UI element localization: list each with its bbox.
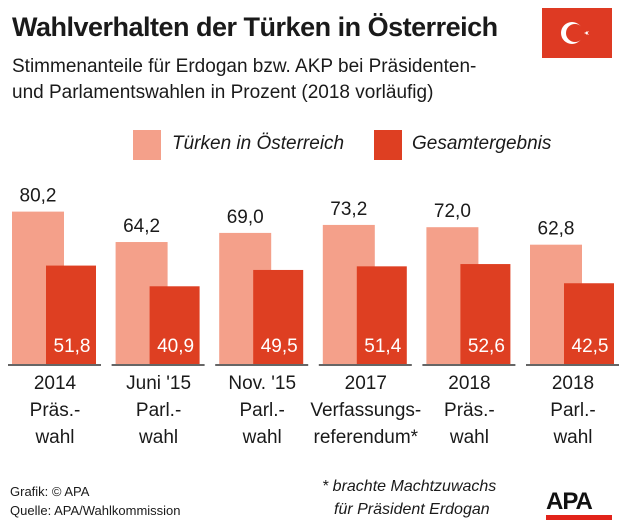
value-label-turks: 69,0 <box>227 207 264 228</box>
category-label: Parl.- <box>550 400 595 421</box>
bar-total <box>460 264 511 364</box>
category-label: 2014 <box>34 373 77 394</box>
legend-label-turks: Türken in Österreich <box>172 133 345 154</box>
legend-swatch-turks <box>133 130 161 160</box>
category-label: Parl.- <box>136 400 181 421</box>
category-label: wahl <box>242 427 282 448</box>
category-label: Parl.- <box>239 400 284 421</box>
category-label: Nov. '15 <box>228 373 296 394</box>
category-label: 2017 <box>345 373 387 394</box>
bar-total <box>253 269 304 364</box>
category-label: Juni '15 <box>126 373 191 394</box>
value-label-turks: 64,2 <box>123 216 160 237</box>
turkey-flag-icon <box>542 8 612 58</box>
category-label: Präs.- <box>30 400 81 421</box>
category-label: wahl <box>138 427 178 448</box>
category-label: wahl <box>552 427 592 448</box>
value-label-total: 49,5 <box>261 336 298 357</box>
bar-total <box>564 283 614 364</box>
value-label-turks: 73,2 <box>330 199 367 220</box>
apa-logo: APA <box>546 490 612 520</box>
source: Quelle: APA/Wahlkommission <box>10 503 181 518</box>
credit: Grafik: © APA <box>10 484 90 499</box>
category-label: referendum* <box>314 427 419 448</box>
subtitle-line-1: Stimmenanteile für Erdogan bzw. AKP bei … <box>12 56 477 77</box>
value-label-turks: 80,2 <box>20 186 57 207</box>
value-label-total: 42,5 <box>572 336 609 357</box>
footnote-line-2: für Präsident Erdogan <box>334 501 490 518</box>
bar-total <box>356 266 407 364</box>
chart-title: Wahlverhalten der Türken in Österreich <box>12 12 498 42</box>
footnote-line-1: * brachte Machtzuwachs <box>322 478 497 495</box>
category-label: 2018 <box>552 373 594 394</box>
value-label-total: 40,9 <box>157 336 194 357</box>
value-label-total: 51,4 <box>364 336 401 357</box>
category-label: Verfassungs- <box>310 400 421 421</box>
bar-total <box>149 286 200 364</box>
legend-swatch-total <box>374 130 402 160</box>
value-label-total: 51,8 <box>54 336 91 357</box>
category-label: Präs.- <box>444 400 495 421</box>
subtitle-line-2: und Parlamentswahlen in Prozent (2018 vo… <box>12 82 434 103</box>
value-label-turks: 72,0 <box>434 201 471 222</box>
category-label: wahl <box>34 427 74 448</box>
category-label: wahl <box>449 427 489 448</box>
value-label-turks: 62,8 <box>538 219 575 240</box>
bar-total <box>46 265 96 364</box>
legend-label-total: Gesamtergebnis <box>412 133 552 154</box>
value-label-total: 52,6 <box>468 336 505 357</box>
category-label: 2018 <box>448 373 490 394</box>
